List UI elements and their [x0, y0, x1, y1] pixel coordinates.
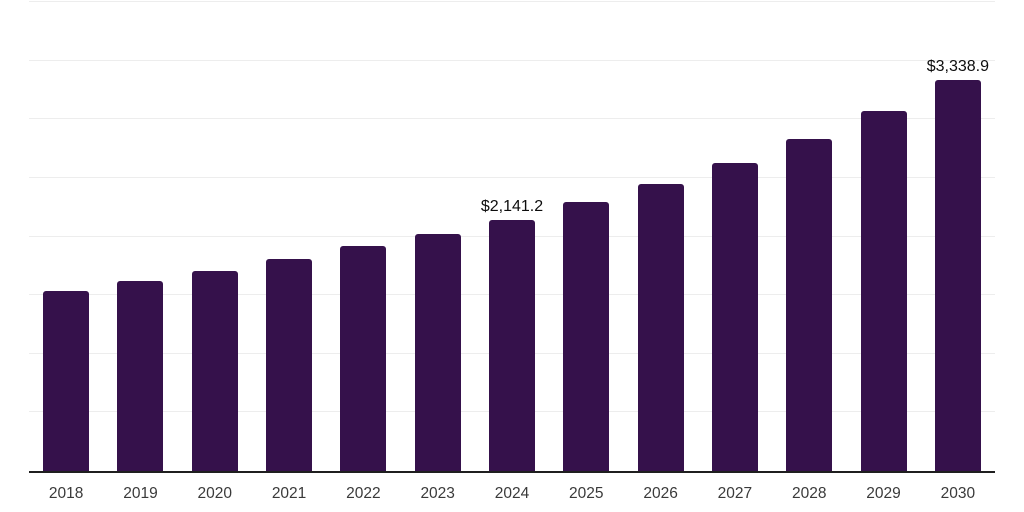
bar-2024	[489, 219, 535, 471]
data-label-2030: $3,338.9	[926, 57, 989, 75]
gridline-2500	[29, 176, 995, 178]
bar-2019	[117, 281, 164, 471]
x-tick-label-2019: 2019	[123, 485, 158, 502]
x-tick-label-2029: 2029	[866, 485, 901, 502]
x-tick-label-2028: 2028	[791, 485, 827, 502]
bar-2027	[711, 163, 758, 471]
bar-2026	[637, 183, 684, 471]
bar-2020	[191, 271, 238, 471]
bar-2021	[266, 259, 313, 471]
bar-2022	[340, 246, 387, 471]
x-tick-label-2027: 2027	[717, 485, 753, 502]
bar-2028	[786, 139, 833, 471]
gridline-3500	[29, 59, 995, 61]
plot-area: $2,141.2 $3,338.9	[29, 1, 995, 473]
gridline-4000	[29, 1, 995, 2]
data-label-2024: $2,141.2	[480, 197, 544, 215]
bar-2029	[860, 111, 907, 471]
x-tick-label-2021: 2021	[271, 485, 307, 502]
x-tick-label-2023: 2023	[420, 485, 455, 502]
x-tick-label-2030: 2030	[940, 485, 976, 502]
x-tick-label-2022: 2022	[346, 485, 381, 502]
x-axis: 2018 2019 2020 2021 2022 2023 2024 2025 2026 2027…	[29, 485, 995, 505]
x-tick-label-2020: 2020	[197, 485, 232, 502]
bar-2018	[43, 291, 90, 471]
bar-2023	[414, 234, 461, 471]
x-tick-label-2026: 2026	[643, 485, 678, 502]
x-tick-label-2018: 2018	[48, 485, 84, 502]
bar-2030	[934, 79, 981, 471]
gridline-3000	[29, 118, 995, 120]
bar-2025	[563, 201, 610, 471]
x-tick-label-2025: 2025	[569, 485, 604, 502]
x-tick-label-2024: 2024	[494, 485, 530, 502]
